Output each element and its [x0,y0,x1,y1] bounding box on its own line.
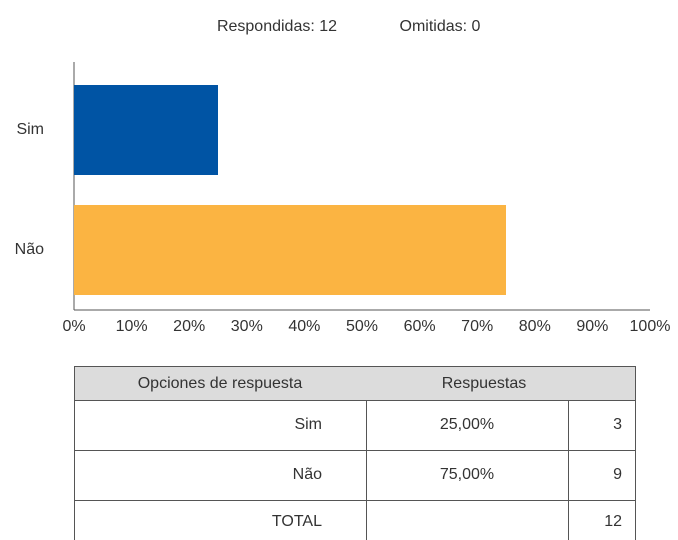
count: 9 [613,466,622,483]
x-tick-label: 70% [461,318,493,335]
x-tick-label: 20% [173,318,205,335]
count: 3 [613,416,622,433]
table-header: Respuestas [442,375,527,392]
y-tick-label: Sim [16,121,44,138]
total-count: 12 [604,513,622,530]
bar [74,85,218,175]
x-tick-label: 60% [404,318,436,335]
skipped-count: Omitidas: 0 [400,18,481,35]
x-tick-label: 50% [346,318,378,335]
table-header: Opciones de respuesta [138,375,303,392]
x-tick-label: 0% [62,318,85,335]
table-header-bg [74,366,636,400]
answered-count: Respondidas: 12 [217,18,337,35]
option-label: Não [293,466,322,483]
y-tick-label: Não [15,241,44,258]
x-tick-label: 80% [519,318,551,335]
x-tick-label: 100% [630,318,671,335]
percent: 25,00% [440,416,494,433]
x-tick-label: 10% [116,318,148,335]
table-border [74,366,636,540]
x-tick-label: 90% [576,318,608,335]
x-tick-label: 30% [231,318,263,335]
x-tick-label: 40% [288,318,320,335]
bar [74,205,506,295]
percent: 75,00% [440,466,494,483]
total-label: TOTAL [272,513,322,530]
table-lines [74,366,636,540]
option-label: Sim [294,416,322,433]
